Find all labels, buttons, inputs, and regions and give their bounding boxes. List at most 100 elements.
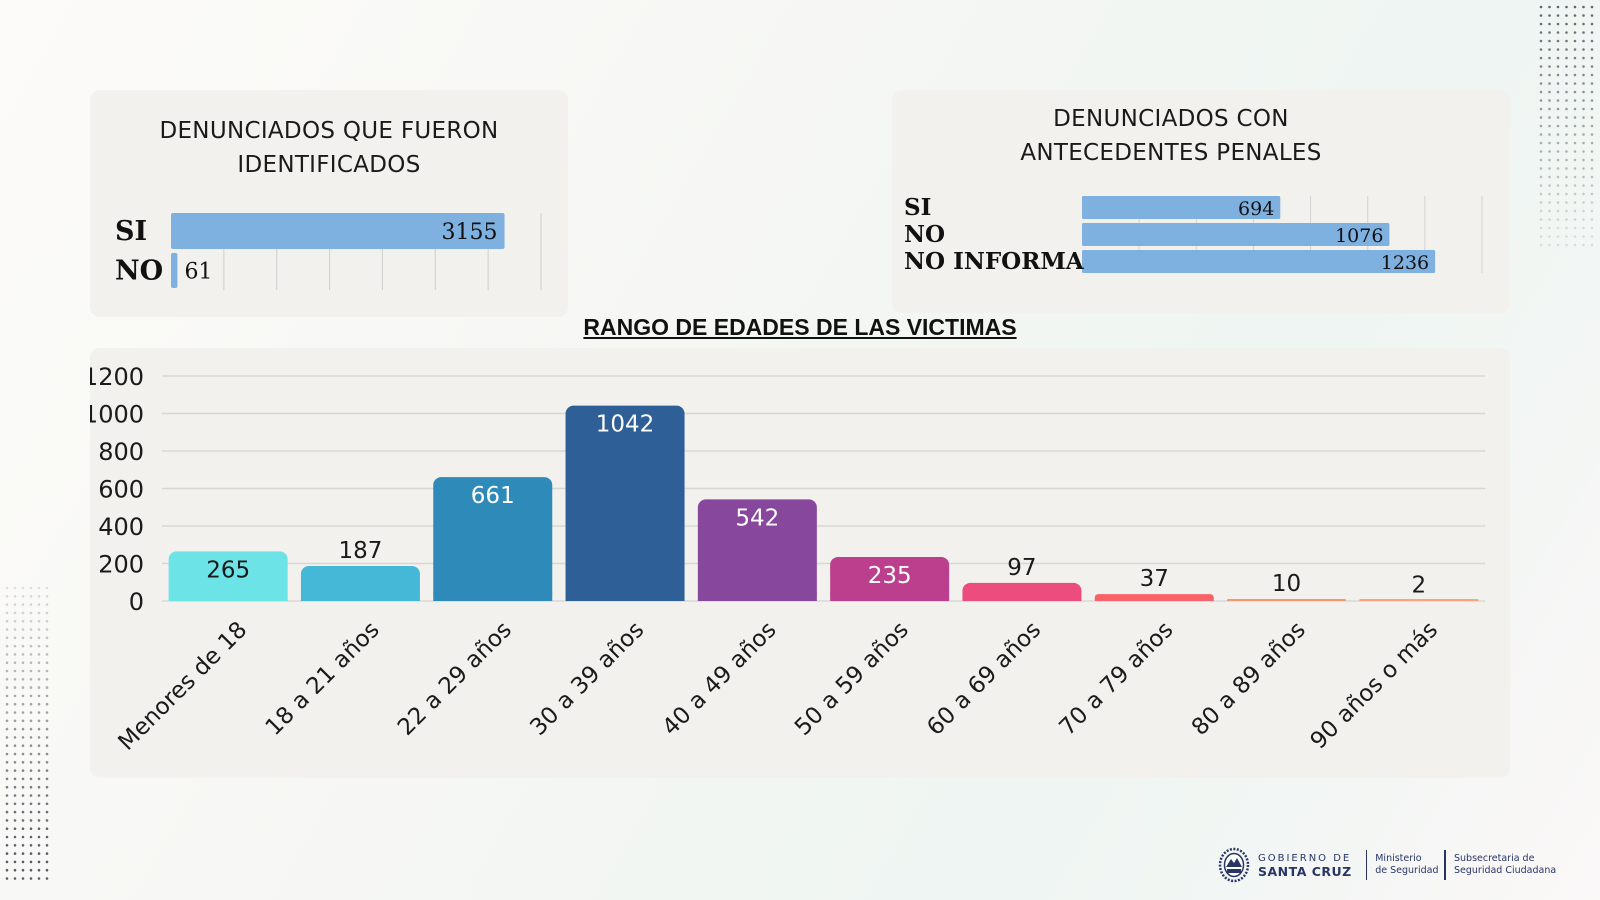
dot	[1590, 184, 1594, 187]
dot	[45, 702, 49, 706]
dot	[1556, 31, 1560, 34]
dot	[21, 736, 25, 739]
data-label: 1236	[1381, 252, 1429, 274]
dot	[1565, 175, 1568, 179]
dot	[5, 794, 9, 797]
dot	[1556, 201, 1560, 204]
dot	[13, 719, 17, 723]
dot	[21, 844, 25, 847]
dot	[13, 794, 17, 797]
dot	[1582, 14, 1585, 17]
dot	[29, 844, 33, 847]
dot	[21, 628, 25, 631]
dot	[37, 727, 41, 731]
dot	[1573, 5, 1577, 9]
dot	[1590, 243, 1594, 247]
dot	[13, 727, 17, 731]
dot	[1582, 218, 1585, 221]
bar	[433, 477, 553, 601]
dot	[5, 744, 9, 747]
data-label: 37	[1140, 566, 1169, 592]
dot	[21, 785, 25, 789]
dot	[1556, 124, 1560, 128]
dot	[45, 877, 49, 880]
dot	[1539, 167, 1543, 170]
dot	[1582, 48, 1585, 51]
dot	[1539, 184, 1543, 187]
dot	[29, 802, 33, 806]
dot	[1573, 201, 1577, 204]
dot	[1582, 175, 1585, 179]
dot	[1582, 133, 1585, 136]
dot	[5, 702, 9, 706]
dot	[1556, 150, 1560, 153]
dot	[37, 761, 41, 764]
data-label: 97	[1007, 555, 1036, 581]
dot	[1556, 73, 1560, 77]
dot	[37, 868, 41, 872]
dot	[21, 819, 25, 822]
dot	[45, 835, 49, 839]
dot	[21, 653, 25, 656]
data-label: 1076	[1335, 225, 1383, 247]
subsecretariat-line2: Seguridad Ciudadana	[1453, 865, 1557, 876]
dot	[1565, 73, 1568, 77]
y-tick-label: 0	[129, 588, 144, 616]
dot	[37, 686, 41, 689]
dot	[1590, 14, 1594, 17]
dot	[1582, 235, 1585, 238]
dot	[5, 827, 9, 830]
dot	[1565, 107, 1568, 111]
dot	[1556, 65, 1560, 68]
dot	[1556, 192, 1560, 196]
dot	[1539, 201, 1543, 204]
dot	[5, 628, 9, 631]
dot	[37, 661, 41, 664]
dot	[1556, 39, 1560, 43]
dot	[37, 744, 41, 747]
dot	[1573, 175, 1577, 179]
dot	[1539, 90, 1543, 94]
dot	[29, 611, 33, 615]
dot	[1548, 14, 1551, 17]
dot	[1573, 218, 1577, 221]
dot	[1548, 201, 1551, 204]
dot	[5, 761, 9, 764]
x-tick-label: 22 a 29 años	[393, 617, 517, 741]
dot	[5, 727, 9, 731]
dot	[21, 603, 25, 606]
dot	[5, 678, 9, 681]
bar-base	[1094, 597, 1214, 601]
data-label: 265	[206, 557, 250, 583]
title-line: DENUNCIADOS CON	[1053, 106, 1289, 132]
dot	[45, 868, 49, 872]
dot	[37, 628, 41, 631]
dot	[1539, 235, 1543, 238]
dot	[21, 802, 25, 806]
bar-base	[830, 593, 950, 601]
dot	[29, 752, 33, 756]
dot	[13, 603, 17, 606]
dot	[1539, 158, 1543, 162]
bar-base	[300, 593, 420, 601]
x-tick-label: 18 a 21 años	[261, 617, 385, 741]
dot	[1539, 48, 1543, 51]
dot	[1556, 184, 1560, 187]
dot	[1590, 39, 1594, 43]
bar	[300, 565, 420, 601]
dot	[1548, 133, 1551, 136]
dot	[5, 586, 9, 590]
dot	[13, 694, 17, 698]
dot	[1573, 167, 1577, 170]
bar	[830, 556, 950, 601]
dot	[1556, 235, 1560, 238]
dot	[1548, 56, 1551, 60]
title-line: DENUNCIADOS QUE FUERON	[159, 118, 499, 144]
age-range-bar-chart: 0 200 400 600 800 1000 1200 265 Menores de 18 187…	[90, 363, 1485, 756]
dot	[37, 810, 41, 814]
dot	[45, 719, 49, 723]
dot	[1582, 124, 1585, 128]
dot	[1565, 99, 1568, 102]
dot	[1590, 150, 1594, 153]
dot	[1548, 107, 1551, 111]
